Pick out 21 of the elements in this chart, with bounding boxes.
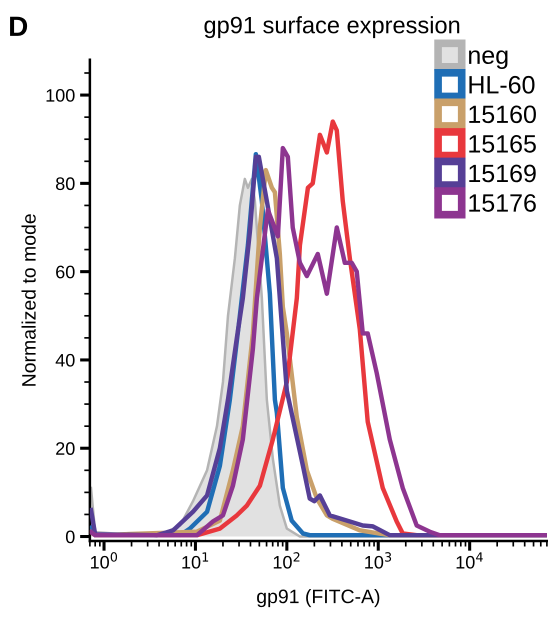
y-tick-label: 20 xyxy=(56,442,75,455)
x-axis-title: gp91 (FITC-A) xyxy=(257,589,380,608)
text: D xyxy=(10,16,28,36)
legend-label: 15165 xyxy=(469,135,536,153)
legend-label: neg xyxy=(469,50,508,69)
x-tick-label: 10$^{2}$ xyxy=(274,552,300,569)
x-tick-label: 10$^{4}$ xyxy=(456,552,483,569)
y-tick-label: 60 xyxy=(56,266,75,278)
y-tick-label: 40 xyxy=(56,354,75,367)
x-tick-label: 10$^{3}$ xyxy=(365,552,392,569)
legend-label: 15160 xyxy=(469,105,536,124)
x-tick-label: 10$^{0}$ xyxy=(90,552,118,569)
legend-label: 15169 xyxy=(469,164,536,182)
legend-label: 15176 xyxy=(469,194,536,212)
chart-title: gp91 surface expression xyxy=(204,16,460,38)
y-tick-label: 100 xyxy=(46,89,75,102)
x-tick-label: 10$^{1}$ xyxy=(182,552,208,569)
y-axis-title: Normalized to mode xyxy=(21,214,36,386)
y-tick-label: 0 xyxy=(66,530,75,544)
legend-label: HL-60 xyxy=(469,76,535,94)
y-tick-label: 80 xyxy=(56,177,75,190)
